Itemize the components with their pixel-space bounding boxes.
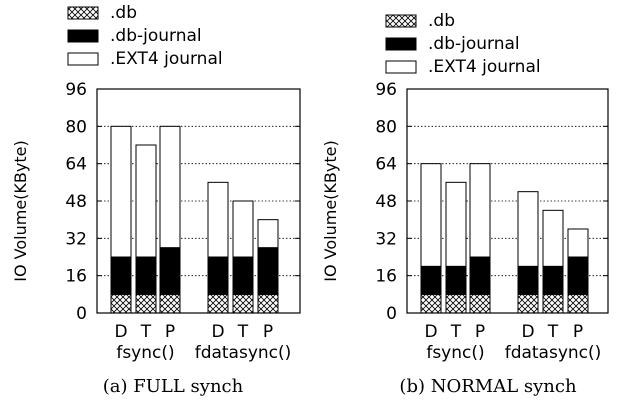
bar-segment: [135, 293, 157, 314]
legend-label: .db: [110, 3, 137, 23]
x-tick-label: T: [547, 322, 559, 342]
group-label: fsync(): [426, 343, 484, 363]
chart-caption: (a) FULL synch: [103, 376, 244, 397]
bar-segment: [159, 293, 181, 314]
legend-label: .db-journal: [428, 34, 520, 54]
x-tick-label: D: [211, 322, 224, 342]
bar-segment: [135, 144, 157, 258]
bar-segment: [232, 293, 254, 314]
bar-segment: [159, 125, 181, 249]
bar-segment: [110, 125, 132, 258]
x-tick-label: T: [450, 322, 462, 342]
y-tick-label: 16: [65, 267, 87, 287]
bar-segment: [469, 256, 491, 295]
legend-swatch: [67, 52, 99, 66]
x-tick-label: P: [475, 322, 485, 342]
bar-segment: [445, 293, 467, 314]
legend-label: .db: [428, 11, 455, 31]
group-label: fdatasync(): [195, 343, 292, 363]
chart-panel-normal-synch: .db .db-journal .EXT4 journal 0 16 32 48 64 80 96…: [321, 11, 609, 397]
bar-segment: [232, 256, 254, 295]
y-tick-label: 16: [375, 267, 397, 287]
chart-caption: (b) NORMAL synch: [399, 376, 577, 397]
legend-swatch: [67, 6, 99, 20]
bar-segment: [207, 293, 229, 314]
bar-segment: [517, 265, 539, 295]
x-tick-label: D: [521, 322, 534, 342]
bar-segment: [135, 256, 157, 295]
bar-segment: [159, 247, 181, 295]
bar-segment: [420, 163, 442, 267]
legend-swatch: [67, 29, 99, 43]
y-axis-label: IO Volume(KByte): [11, 140, 30, 281]
bar-segment: [567, 293, 589, 314]
y-tick-label: 32: [375, 229, 397, 249]
y-tick-label: 80: [375, 117, 397, 137]
x-tick-label: D: [114, 322, 127, 342]
bar-segment: [542, 265, 564, 295]
x-tick-label: T: [140, 322, 152, 342]
y-tick-label: 96: [65, 80, 87, 100]
group-label: fsync(): [116, 343, 174, 363]
y-axis-label: IO Volume(KByte): [321, 140, 340, 281]
legend-label: .EXT4 journal: [110, 49, 223, 69]
legend-label: .EXT4 journal: [428, 57, 541, 77]
x-tick-label: D: [424, 322, 437, 342]
y-tick-label: 0: [76, 304, 87, 324]
y-tick-label: 64: [65, 155, 87, 175]
y-tick-label: 96: [375, 80, 397, 100]
bar-segment: [567, 228, 589, 258]
bar-segment: [517, 191, 539, 267]
bar-segment: [517, 293, 539, 314]
legend-swatch: [385, 37, 417, 51]
y-tick-label: 32: [65, 229, 87, 249]
bar-segment: [542, 293, 564, 314]
legend-swatch: [385, 60, 417, 74]
legend-swatch: [385, 14, 417, 28]
bar-segment: [110, 293, 132, 314]
y-tick-label: 80: [65, 117, 87, 137]
bar-segment: [257, 219, 279, 249]
bar-segment: [420, 293, 442, 314]
bar-segment: [207, 256, 229, 295]
x-tick-label: T: [237, 322, 249, 342]
bar-segment: [445, 181, 467, 267]
bar-segment: [469, 293, 491, 314]
bar-segment: [232, 200, 254, 258]
bar-segment: [110, 256, 132, 295]
x-tick-label: P: [165, 322, 175, 342]
bar-segment: [567, 256, 589, 295]
x-tick-label: P: [263, 322, 273, 342]
y-tick-label: 0: [386, 304, 397, 324]
y-tick-label: 64: [375, 155, 397, 175]
bar-segment: [420, 265, 442, 295]
x-tick-label: P: [573, 322, 583, 342]
bar-segment: [257, 293, 279, 314]
y-tick-label: 48: [65, 192, 87, 212]
bar-segment: [207, 181, 229, 258]
bar-segment: [445, 265, 467, 295]
chart-panel-full-synch: .db .db-journal .EXT4 journal 0 16 32 48 64 80 96…: [11, 3, 301, 397]
bar-segment: [257, 247, 279, 295]
y-tick-label: 48: [375, 192, 397, 212]
plot-frame: [406, 88, 609, 314]
bar-segment: [542, 209, 564, 267]
group-label: fdatasync(): [505, 343, 602, 363]
bar-segment: [469, 163, 491, 258]
plot-frame: [96, 88, 301, 314]
legend-label: .db-journal: [110, 26, 202, 46]
